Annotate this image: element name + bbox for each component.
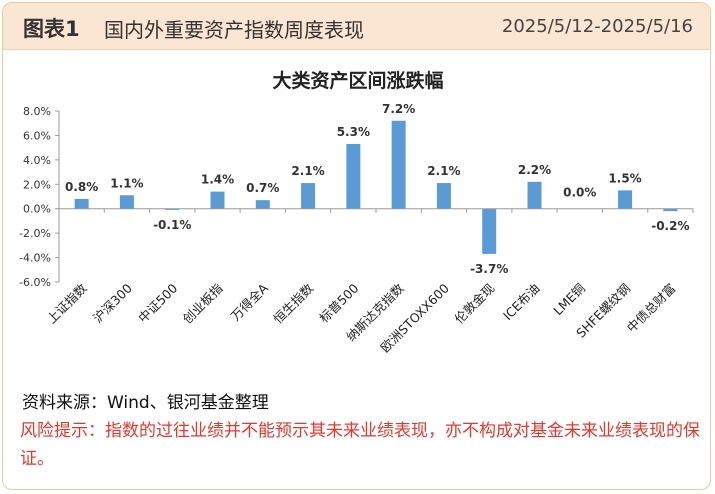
data-label: -0.1% xyxy=(153,218,191,232)
data-label: -3.7% xyxy=(470,262,508,276)
bar xyxy=(255,200,270,209)
y-tick-label: 8.0% xyxy=(23,105,51,118)
figure-card: 图表1 国内外重要资产指数周度表现 2025/5/12-2025/5/16 大类… xyxy=(2,2,711,490)
x-axis: 上证指数 沪深300 中证500 创业板指 万得全A 恒生指数 标普500纳斯达克指数欧洲S… xyxy=(44,208,694,355)
bar xyxy=(210,191,225,209)
x-tick-label: ICE布油 xyxy=(500,281,543,324)
bar xyxy=(301,183,316,209)
data-label: 7.2% xyxy=(382,102,415,116)
data-label: 1.1% xyxy=(110,176,143,190)
figure-header: 图表1 国内外重要资产指数周度表现 2025/5/12-2025/5/16 xyxy=(3,3,710,50)
bar xyxy=(436,183,451,209)
y-tick-label: -6.0% xyxy=(19,276,51,289)
figure-label: 图表1 xyxy=(23,17,80,41)
data-label: 0.0% xyxy=(563,186,596,200)
x-tick-label: 中债总财富 xyxy=(624,281,679,336)
x-tick-label: 恒生指数 xyxy=(270,280,316,326)
x-tick-label: 中证500 xyxy=(135,280,180,325)
bar xyxy=(482,208,497,254)
x-tick-label: 万得全A xyxy=(228,280,271,323)
data-label: 2.1% xyxy=(427,164,460,178)
bar xyxy=(527,181,542,209)
data-label: 0.7% xyxy=(246,181,279,195)
bar-chart: 大类资产区间涨跌幅 8.0% 6.0% 4.0% 2.0% 0.0% -2.0% -4.0%… xyxy=(19,69,694,355)
bars xyxy=(74,120,678,254)
data-label: 1.4% xyxy=(201,173,234,187)
y-tick-label: 2.0% xyxy=(23,178,51,191)
date-range: 2025/5/12-2025/5/16 xyxy=(501,16,693,37)
y-tick-label: 0.0% xyxy=(23,203,51,216)
bar xyxy=(74,198,89,209)
x-tick-label: 伦敦金现 xyxy=(451,281,497,327)
y-tick-label: 4.0% xyxy=(23,154,51,167)
data-label: 1.5% xyxy=(608,171,641,185)
bar xyxy=(165,208,180,210)
y-tick-label: -2.0% xyxy=(19,227,51,240)
x-tick-label: 标普500 xyxy=(316,280,361,325)
data-labels: 0.8% 1.1% -0.1% 1.4% 0.7% 2.1% 5.3% 7.2% 2.1% -3.… xyxy=(65,102,689,276)
bar xyxy=(119,195,134,209)
y-tick-label: 6.0% xyxy=(23,129,51,142)
bar xyxy=(618,190,633,209)
y-axis: 8.0% 6.0% 4.0% 2.0% 0.0% -2.0% -4.0% -6.0% xyxy=(19,105,60,289)
y-tick-label: -4.0% xyxy=(19,252,51,265)
data-label: 5.3% xyxy=(337,125,370,139)
source-note: 资料来源：Wind、银河基金整理 xyxy=(22,393,269,413)
data-label: -0.2% xyxy=(651,219,689,233)
figure-title: 国内外重要资产指数周度表现 xyxy=(104,18,364,42)
chart-title: 大类资产区间涨跌幅 xyxy=(272,69,443,92)
risk-warning: 风险提示：指数的过往业绩并不能预示其未来业绩表现，亦不构成对基金未来业绩表现的保… xyxy=(20,421,700,469)
data-label: 0.8% xyxy=(65,180,98,194)
bar xyxy=(663,208,678,212)
data-label: 2.1% xyxy=(291,164,324,178)
x-tick-label: 创业板指 xyxy=(180,281,226,327)
x-tick-label: LME铜 xyxy=(550,281,588,319)
bar xyxy=(391,120,406,209)
bar xyxy=(346,143,361,209)
x-tick-label: 沪深300 xyxy=(90,280,135,325)
data-label: 2.2% xyxy=(518,163,551,177)
